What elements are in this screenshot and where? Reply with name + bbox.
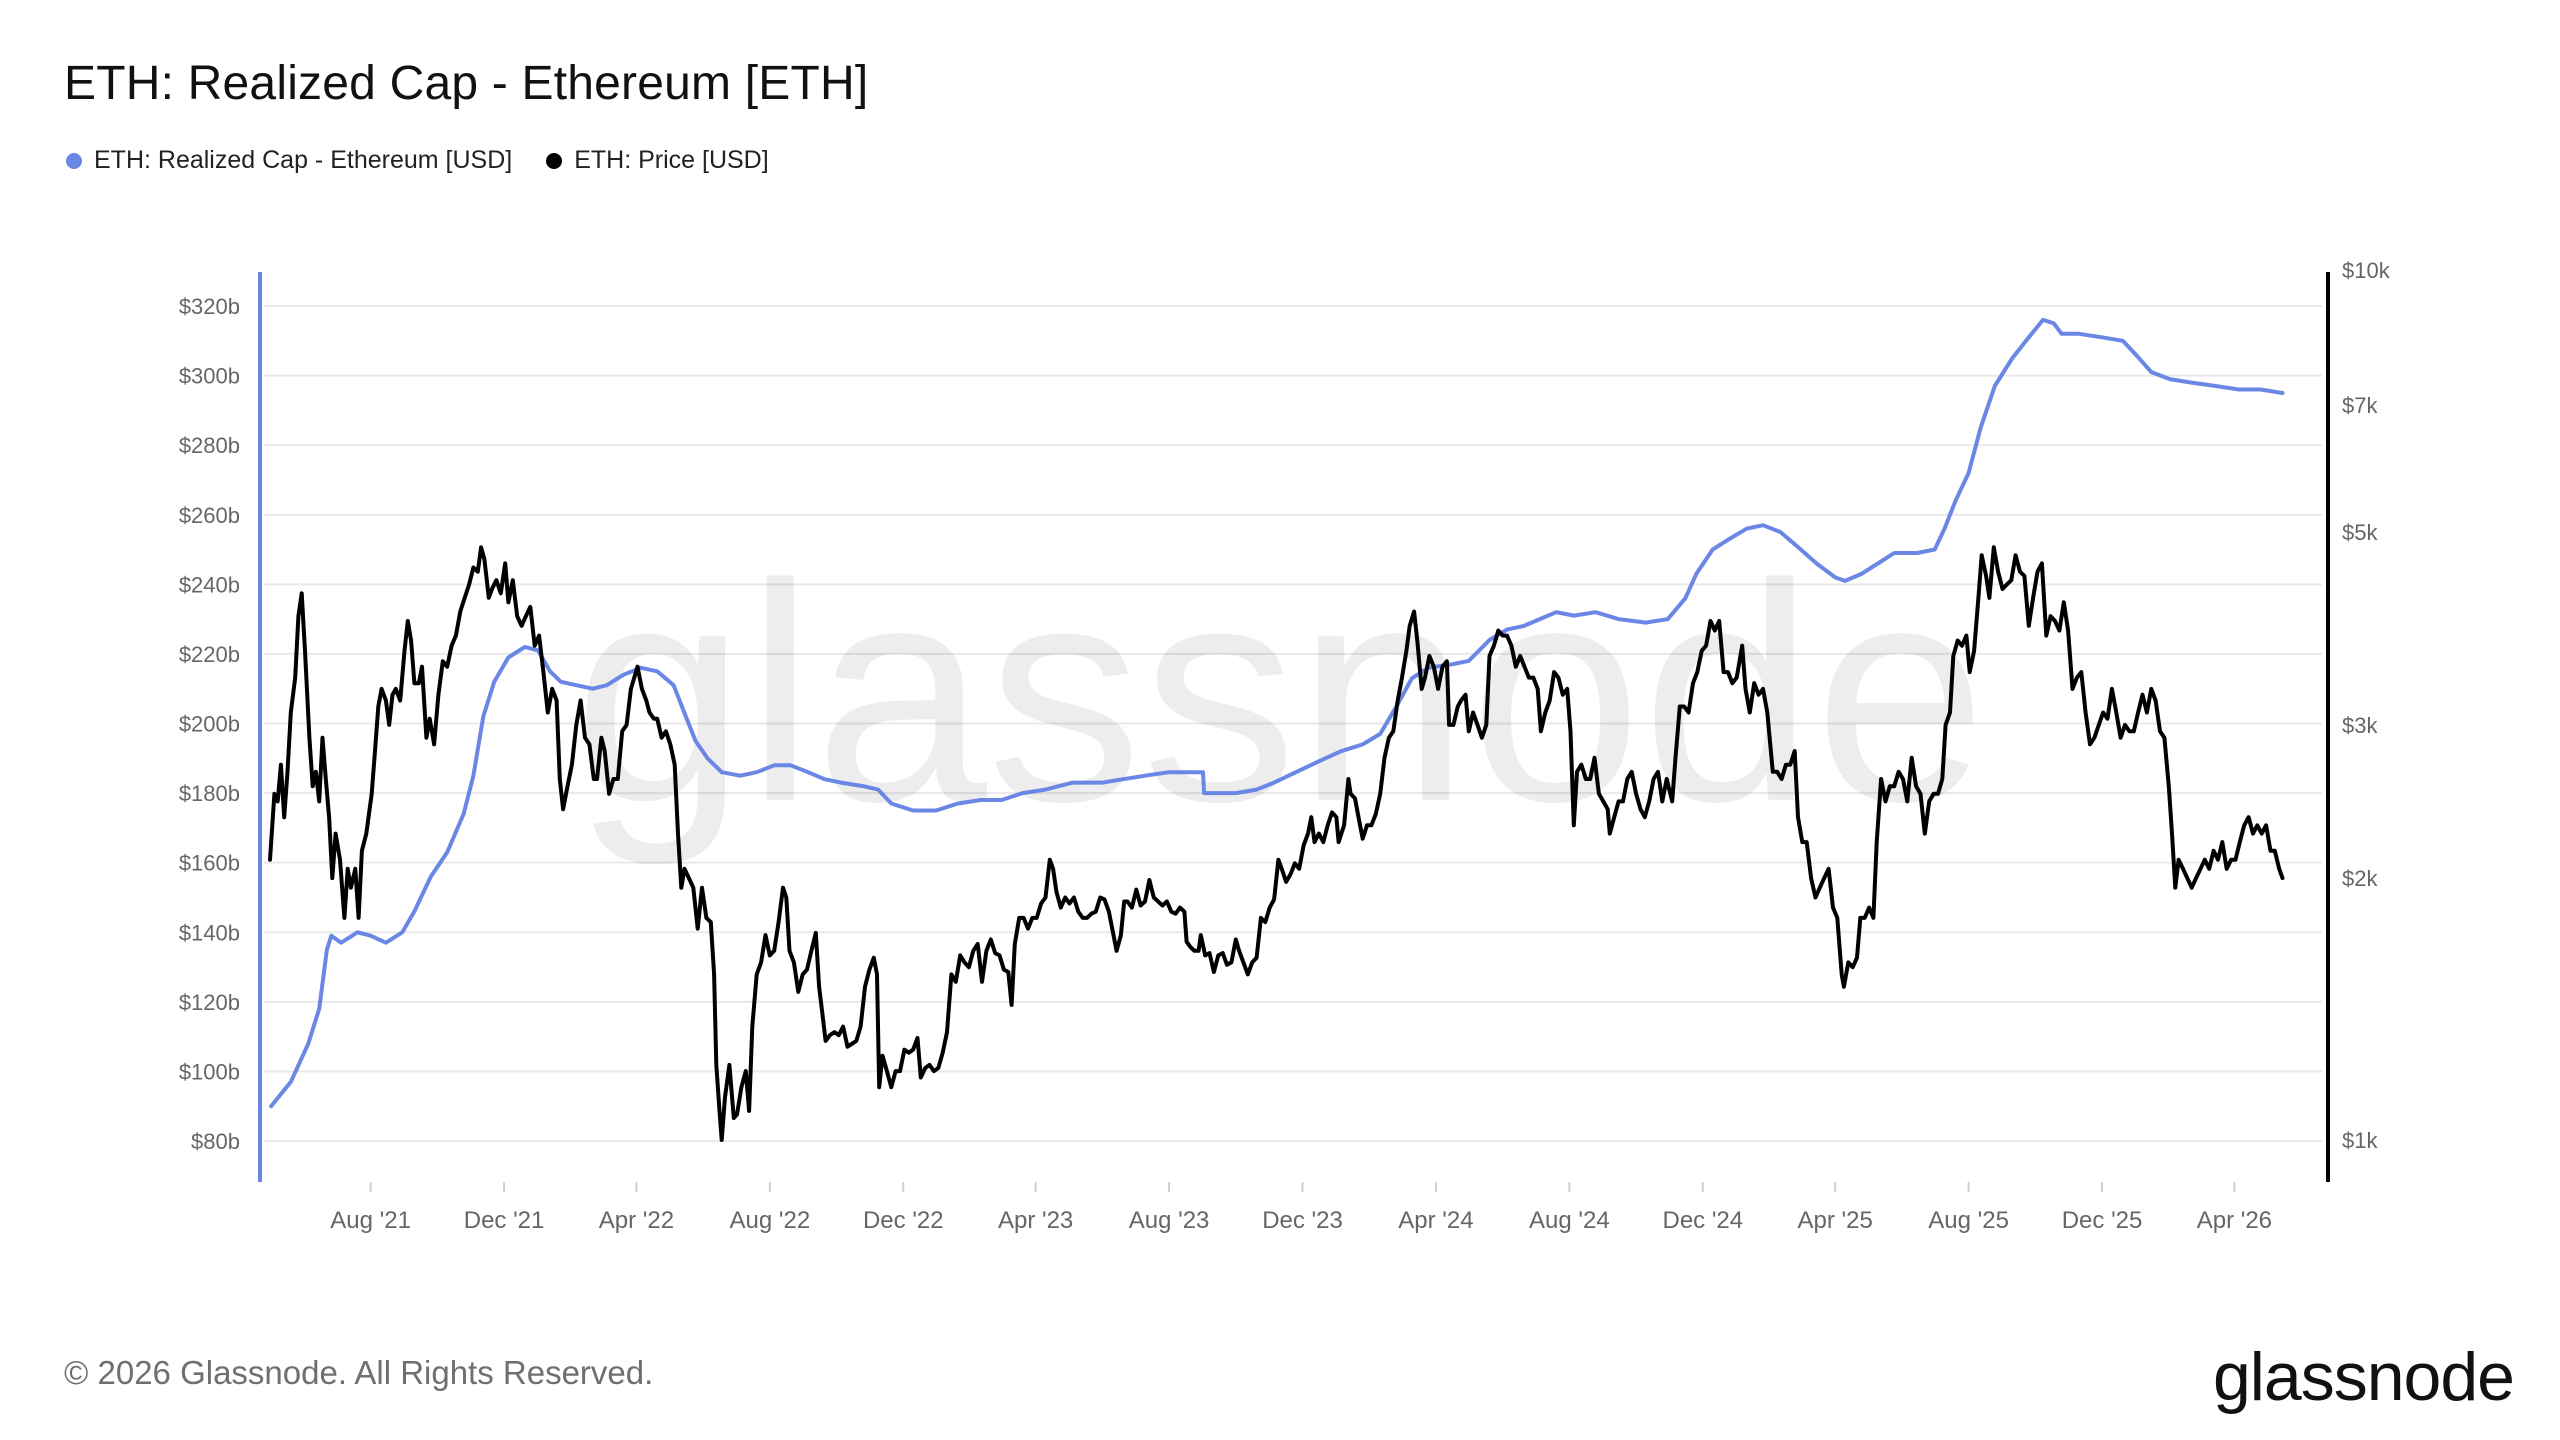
x-tick-label: Dec '24 (1663, 1207, 1744, 1234)
right-tick-label: $10k (2342, 258, 2391, 283)
left-tick-label: $220b (179, 642, 240, 667)
left-tick-label: $80b (191, 1129, 240, 1154)
x-tick-label: Dec '23 (1262, 1207, 1343, 1234)
watermark-text: glassnode (573, 519, 1986, 868)
right-axis-ticks: $1k $2k $3k $5k $7k $10k (2342, 258, 2391, 1153)
left-tick-label: $140b (179, 920, 240, 945)
x-tick-label: Apr '22 (599, 1207, 674, 1234)
chart-legend: ETH: Realized Cap - Ethereum [USD] ETH: … (66, 146, 769, 175)
legend-dot-realized-cap (66, 152, 82, 169)
x-tick-label: Aug '22 (730, 1207, 811, 1234)
x-tick-label: Apr '24 (1398, 1207, 1473, 1234)
copyright-text: © 2026 Glassnode. All Rights Reserved. (64, 1354, 654, 1391)
x-tick-label: Apr '23 (998, 1207, 1073, 1234)
left-tick-label: $320b (179, 294, 240, 319)
x-tick-label: Dec '22 (863, 1207, 944, 1234)
legend-item-realized-cap[interactable]: ETH: Realized Cap - Ethereum [USD] (66, 146, 512, 175)
left-tick-label: $160b (179, 851, 240, 876)
right-tick-label: $2k (2342, 866, 2378, 891)
x-tick-label: Aug '23 (1129, 1207, 1210, 1234)
x-tick-label: Aug '21 (330, 1207, 411, 1234)
left-tick-label: $100b (179, 1059, 240, 1084)
left-tick-label: $300b (179, 364, 240, 389)
legend-label-realized-cap: ETH: Realized Cap - Ethereum [USD] (94, 146, 513, 174)
left-tick-label: $280b (179, 433, 240, 458)
x-tick-label: Aug '24 (1529, 1207, 1610, 1234)
right-tick-label: $1k (2342, 1128, 2378, 1153)
x-tick-label: Aug '25 (1928, 1207, 2009, 1234)
x-tick-label: Dec '25 (2062, 1207, 2143, 1234)
left-tick-label: $200b (179, 712, 240, 737)
right-tick-label: $7k (2342, 393, 2378, 418)
chart-title: ETH: Realized Cap - Ethereum [ETH] (64, 57, 869, 110)
legend-label-price: ETH: Price [USD] (574, 146, 769, 174)
right-tick-label: $3k (2342, 713, 2378, 738)
legend-dot-price (546, 152, 563, 169)
brand-logo: glassnode (2212, 1339, 2515, 1415)
x-tick-label: Dec '21 (464, 1207, 545, 1234)
series-line-price[interactable] (268, 545, 2285, 1142)
left-tick-label: $260b (179, 503, 240, 528)
legend-item-price[interactable]: ETH: Price [USD] (546, 146, 769, 175)
left-axis-ticks: $80b $100b $120b $140b $160b $180b $200b $220b $… (179, 294, 240, 1154)
series-line-realized-cap[interactable] (269, 317, 2285, 1109)
x-tick-label: Apr '25 (1798, 1207, 1873, 1234)
grid-lines (264, 305, 2322, 1142)
left-tick-label: $180b (179, 781, 240, 806)
x-axis-ticks: Aug '21 Dec '21 Apr '22 Aug '22 Dec '22 Apr '… (330, 1182, 2272, 1234)
x-tick-label: Apr '26 (2197, 1207, 2272, 1234)
left-tick-label: $120b (179, 990, 240, 1015)
right-tick-label: $5k (2342, 520, 2378, 545)
left-tick-label: $240b (179, 572, 240, 597)
